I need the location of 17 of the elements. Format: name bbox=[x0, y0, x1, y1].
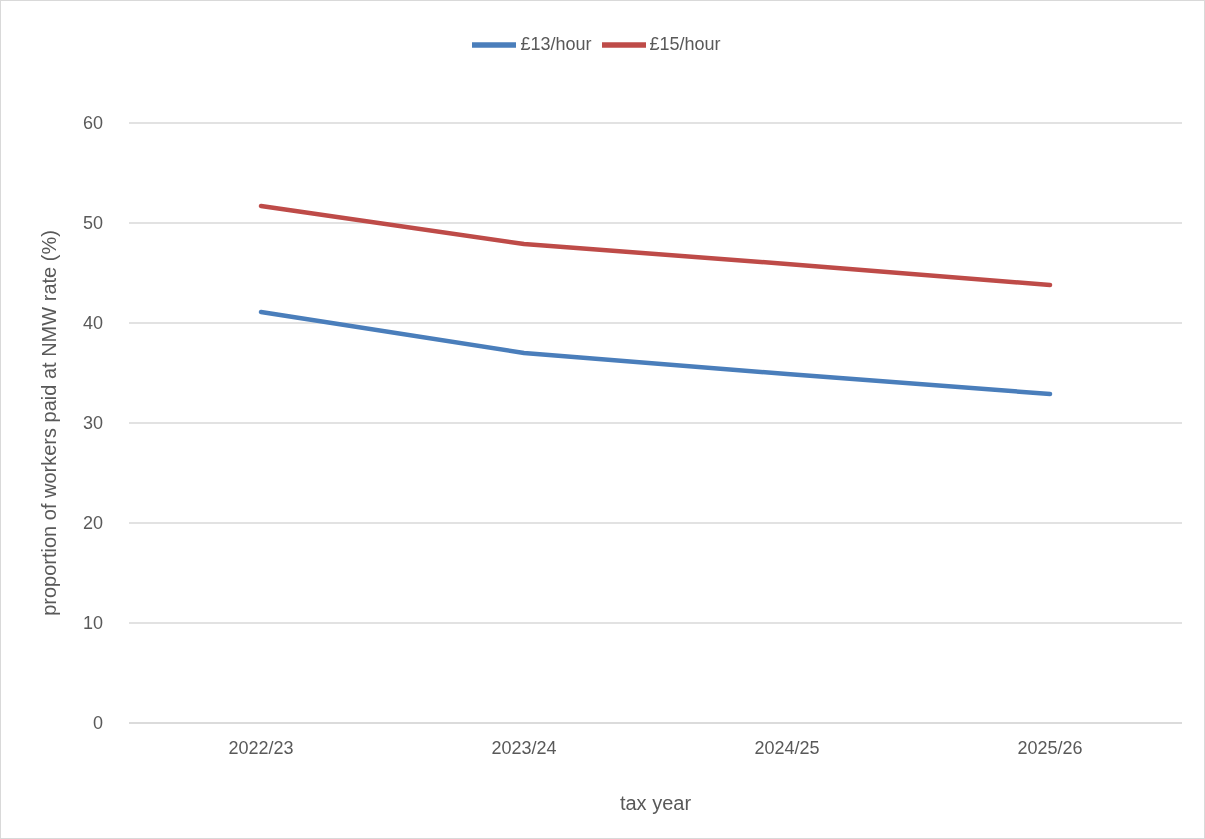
y-tick-label: 20 bbox=[82, 513, 103, 534]
legend-label: £15/hour bbox=[649, 33, 721, 54]
legend-label: £13/hour bbox=[520, 33, 592, 54]
y-tick-label: 60 bbox=[82, 113, 103, 134]
y-axis-title: proportion of workers paid at NMW rate (%) bbox=[38, 230, 61, 616]
x-tick-label: 2024/25 bbox=[754, 737, 820, 758]
line-series bbox=[258, 203, 1053, 288]
line-series bbox=[258, 309, 1053, 397]
x-axis-title: tax year bbox=[619, 792, 692, 814]
x-tick-label: 2025/26 bbox=[1017, 737, 1083, 758]
y-tick-label: 30 bbox=[82, 413, 103, 434]
y-tick-label: 10 bbox=[82, 613, 103, 634]
y-tick-label: 0 bbox=[92, 713, 103, 734]
x-tick-label: 2023/24 bbox=[491, 737, 557, 758]
x-tick-label: 2022/23 bbox=[228, 737, 294, 758]
y-tick-label: 50 bbox=[82, 213, 103, 234]
y-tick-label: 40 bbox=[82, 313, 103, 334]
